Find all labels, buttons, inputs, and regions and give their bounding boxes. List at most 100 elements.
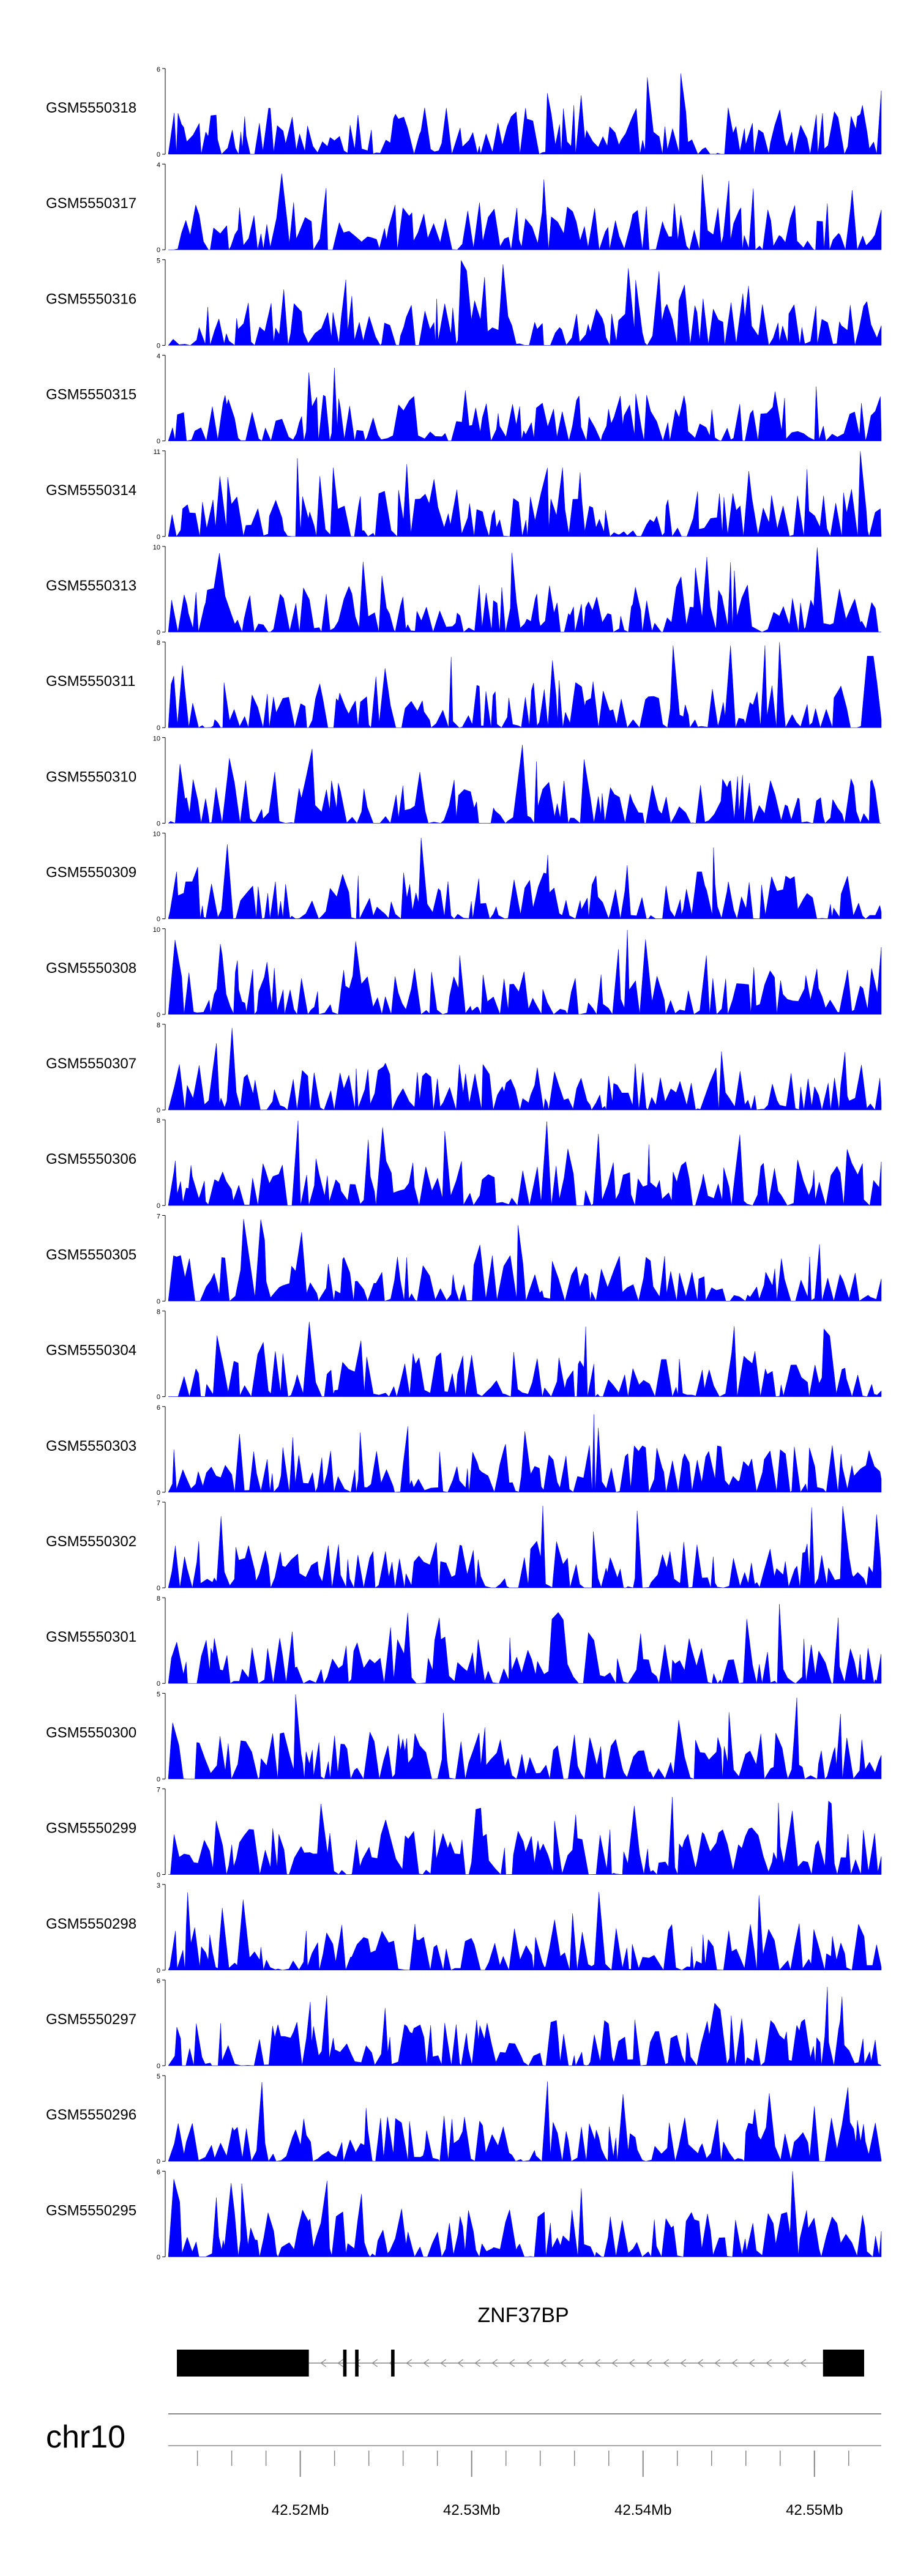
coverage-area [168,1506,882,1588]
gene-track: ZNF37BP [177,2304,864,2377]
coverage-tracks: GSM555031860GSM555031740GSM555031650GSM5… [46,66,882,2261]
track-GSM5550299: GSM5550299 7 0 [46,1787,882,1879]
y-min-label: 0 [157,1489,160,1497]
track-GSM5550311: GSM5550311 8 0 [46,639,882,732]
track-GSM5550300: GSM5550300 5 0 [46,1691,882,1783]
track-label: GSM5550318 [46,100,136,116]
y-max-label: 5 [157,2073,160,2080]
strand-arrow-icon [560,2359,567,2367]
y-max-label: 7 [157,1213,160,1220]
coverage-area [168,1027,882,1111]
y-min-label: 0 [157,1776,160,1783]
coverage-area [168,1604,882,1684]
track-label: GSM5550302 [46,1533,136,1550]
track-GSM5550313: GSM5550313 10 0 [46,544,882,636]
track-label: GSM5550305 [46,1246,136,1263]
y-max-label: 4 [157,353,160,360]
strand-arrow-icon [491,2359,498,2367]
track-label: GSM5550299 [46,1820,136,1837]
strand-arrow-icon [509,2359,515,2367]
track-label: GSM5550304 [46,1342,136,1359]
coverage-area [168,1987,882,2066]
coverage-area [168,838,882,920]
track-GSM5550301: GSM5550301 8 0 [46,1595,882,1688]
y-max-label: 10 [153,544,160,551]
track-label: GSM5550307 [46,1055,136,1072]
track-GSM5550295: GSM5550295 6 0 [46,2168,882,2261]
track-GSM5550306: GSM5550306 8 0 [46,1117,882,1210]
gene-exon [391,2350,395,2377]
track-label: GSM5550296 [46,2107,136,2123]
coverage-area [168,2081,882,2162]
y-min-label: 0 [157,820,160,827]
y-max-label: 6 [157,66,160,73]
y-min-label: 0 [157,2158,160,2165]
coverage-area [168,745,882,824]
track-label: GSM5550298 [46,1916,136,1932]
track-label: GSM5550297 [46,2011,136,2028]
y-min-label: 0 [157,1298,160,1305]
y-min-label: 0 [157,1202,160,1210]
strand-arrow-icon [594,2359,601,2367]
y-max-label: 6 [157,2168,160,2176]
strand-arrow-icon [629,2359,635,2367]
y-min-label: 0 [157,342,160,349]
strand-arrow-icon [663,2359,670,2367]
track-label: GSM5550314 [46,482,136,499]
y-min-label: 0 [157,2254,160,2261]
track-label: GSM5550310 [46,769,136,785]
chromosome-label: chr10 [46,2419,125,2455]
track-GSM5550315: GSM5550315 4 0 [46,353,882,445]
y-max-label: 8 [157,1117,160,1125]
gene-exon [823,2350,864,2377]
coverage-area [168,642,882,729]
y-max-label: 8 [157,639,160,647]
coverage-area [168,173,882,251]
coverage-area [168,259,882,346]
track-GSM5550318: GSM5550318 6 0 [46,66,882,158]
track-label: GSM5550308 [46,960,136,977]
strand-arrow-icon [714,2359,721,2367]
track-GSM5550305: GSM5550305 7 0 [46,1213,882,1305]
track-label: GSM5550316 [46,291,136,307]
y-max-label: 4 [157,162,160,169]
strand-arrow-icon [371,2359,378,2367]
coverage-area [168,368,882,442]
strand-arrow-icon [440,2359,447,2367]
track-label: GSM5550315 [46,387,136,403]
gene-exon [355,2350,359,2377]
coverage-area [168,1322,882,1398]
strand-arrow-icon [731,2359,738,2367]
tick-label: 42.52Mb [272,2502,329,2518]
strand-arrow-icon [697,2359,704,2367]
track-GSM5550310: GSM5550310 10 0 [46,735,882,827]
tick-label: 42.53Mb [443,2502,500,2518]
strand-arrow-icon [680,2359,687,2367]
strand-arrow-icon [474,2359,481,2367]
y-min-label: 0 [157,1011,160,1019]
track-GSM5550304: GSM5550304 8 0 [46,1309,882,1401]
strand-arrow-icon [406,2359,412,2367]
y-min-label: 0 [157,1107,160,1114]
strand-arrow-icon [800,2359,807,2367]
coverage-area [168,2171,882,2258]
y-max-label: 5 [157,1691,160,1698]
y-min-label: 0 [157,916,160,923]
tick-label: 42.54Mb [614,2502,671,2518]
strand-arrow-icon [766,2359,772,2367]
coverage-area [168,451,882,537]
track-label: GSM5550300 [46,1724,136,1741]
track-GSM5550317: GSM5550317 4 0 [46,162,882,254]
strand-arrow-icon [783,2359,789,2367]
track-GSM5550297: GSM5550297 6 0 [46,1978,882,2070]
y-min-label: 0 [157,1394,160,1401]
y-max-label: 10 [153,926,160,934]
strand-arrow-icon [577,2359,584,2367]
coverage-area [168,73,882,155]
track-GSM5550308: GSM5550308 10 0 [46,926,882,1019]
y-min-label: 0 [157,1967,160,1975]
y-max-label: 8 [157,1595,160,1603]
track-label: GSM5550303 [46,1438,136,1454]
coverage-area [168,929,882,1015]
strand-arrow-icon [748,2359,755,2367]
